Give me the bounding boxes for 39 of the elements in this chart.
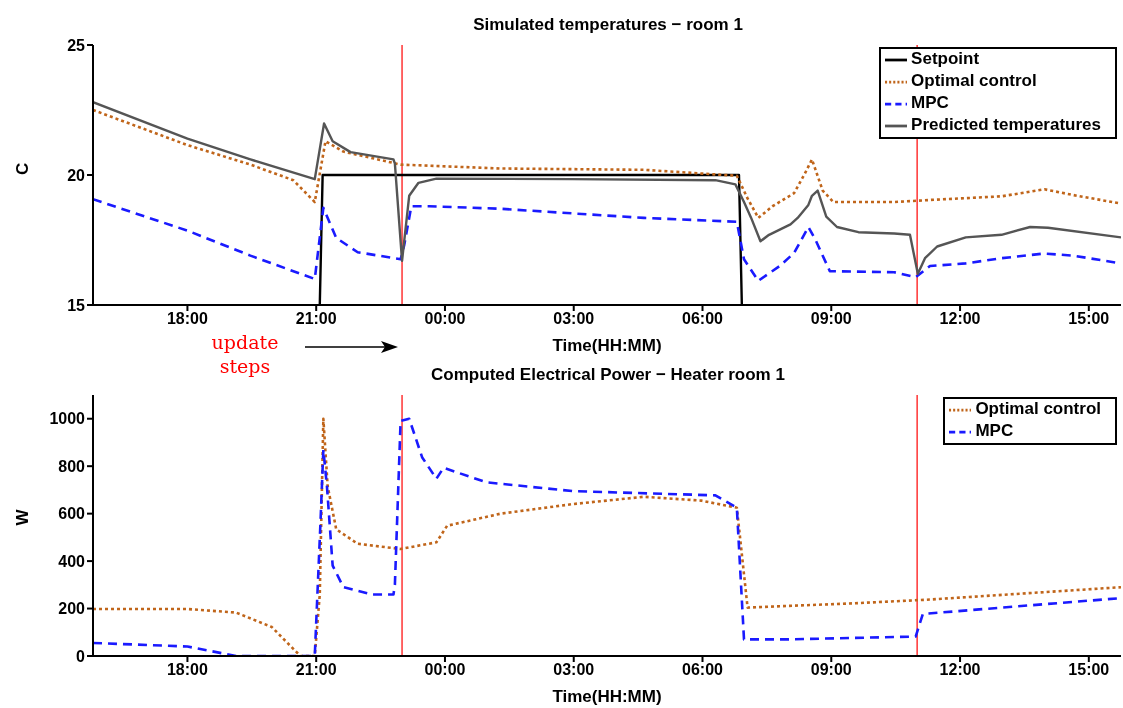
y-tick-label: 400 [58, 552, 86, 570]
y-tick-label: 600 [58, 505, 86, 523]
legend-label: MPC [911, 93, 949, 113]
y-tick-label: 20 [67, 166, 86, 184]
x-tick-label: 21:00 [295, 661, 337, 679]
x-tick-label: 09:00 [810, 310, 852, 328]
x-axis-title: Time(HH:MM) [552, 687, 662, 706]
x-axis-title: Time(HH:MM) [552, 336, 662, 355]
x-tick-label: 18:00 [166, 661, 208, 679]
y-tick-label: 1000 [49, 410, 86, 428]
x-tick-label: 00:00 [424, 310, 466, 328]
legend-label: MPC [975, 421, 1014, 441]
x-tick-label: 12:00 [939, 310, 981, 328]
x-tick-label: 09:00 [810, 661, 852, 679]
y-tick-label: 25 [67, 36, 86, 54]
x-tick-label: 21:00 [295, 310, 337, 328]
x-tick-label: 06:00 [682, 661, 724, 679]
x-tick-label: 06:00 [682, 310, 724, 328]
x-tick-label: 18:00 [166, 310, 208, 328]
legend-label: Predicted temperatures [911, 115, 1101, 135]
y-tick-label: 0 [76, 647, 86, 665]
y-tick-label: 800 [58, 457, 86, 475]
chart-title: Simulated temperatures − room 1 [472, 15, 744, 35]
text: update steps [210, 330, 280, 378]
line-series [93, 108, 1121, 220]
y-axis-title: W [13, 508, 33, 526]
x-tick-label: 03:00 [553, 310, 595, 328]
legend-label: Optimal control [975, 399, 1101, 419]
y-axis-title: C [13, 162, 33, 175]
y-tick-label: 200 [58, 600, 86, 618]
x-tick-label: 12:00 [939, 661, 981, 679]
y-tick-label: 15 [67, 296, 86, 314]
x-tick-label: 15:00 [1068, 661, 1110, 679]
x-tick-label: 00:00 [424, 661, 466, 679]
x-tick-label: 03:00 [553, 661, 595, 679]
x-tick-label: 15:00 [1068, 310, 1110, 328]
legend-label: Setpoint [911, 49, 980, 69]
chart-title: Computed Electrical Power − Heater room 1 [431, 365, 785, 384]
legend-label: Optimal control [911, 71, 1037, 91]
